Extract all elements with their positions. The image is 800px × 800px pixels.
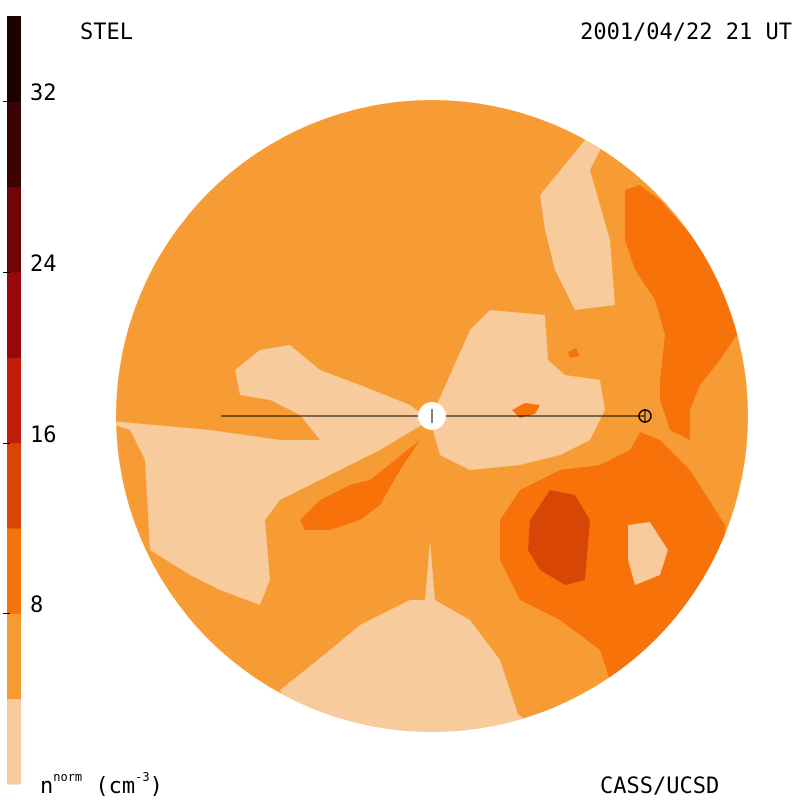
- region-pale-left: [116, 345, 430, 605]
- colorbar-band: [7, 698, 21, 785]
- region-mid-left-streak: [300, 440, 420, 530]
- colorbar-tick-label: 24: [30, 252, 57, 277]
- unit-label: nnorm (cm-3): [40, 769, 163, 799]
- earth-marker: [638, 409, 652, 423]
- colorbar-band: [7, 528, 21, 614]
- colorbar-band: [7, 272, 21, 358]
- colorbar-band: [7, 16, 21, 102]
- colorbar: [7, 16, 21, 785]
- colorbar-band: [7, 442, 21, 529]
- region-pale-hole: [628, 522, 668, 585]
- sun-marker: [418, 402, 446, 430]
- region-pale-top: [540, 110, 620, 310]
- colorbar-tick-mark: [3, 101, 10, 103]
- region-dark-core: [528, 490, 590, 585]
- colorbar-band: [7, 101, 21, 188]
- colorbar-tick-mark: [3, 613, 10, 615]
- region-mid-tiny: [568, 348, 580, 358]
- colorbar-tick-label: 16: [30, 422, 57, 448]
- colorbar-band: [7, 357, 21, 444]
- region-pale-center: [430, 310, 605, 470]
- credit-label: CASS/UCSD: [600, 774, 720, 799]
- colorbar-tick-label: 32: [30, 81, 57, 107]
- colorbar-band: [7, 186, 21, 273]
- region-mid-right: [625, 185, 740, 440]
- colorbar-tick-mark: [3, 442, 10, 444]
- colorbar-band: [7, 613, 21, 700]
- colorbar-tick-label: 8: [30, 593, 44, 619]
- region-mid-small: [512, 403, 540, 418]
- datetime-label: 2001/04/22 21 UT: [580, 20, 792, 45]
- colorbar-tick-mark: [3, 272, 10, 273]
- observatory-label: STEL: [80, 20, 133, 45]
- region-pale-bottomright-small: [465, 715, 540, 732]
- region-pale-bottom: [280, 540, 520, 732]
